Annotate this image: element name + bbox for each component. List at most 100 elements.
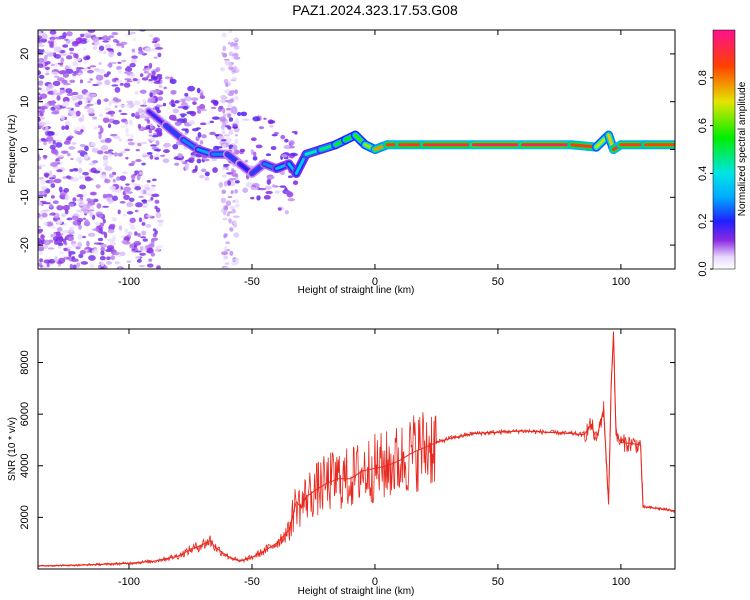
noise-blob [87, 108, 95, 115]
noise-blob [50, 63, 56, 67]
noise-blob [43, 172, 50, 178]
noise-blob [250, 149, 254, 155]
noise-blob [228, 117, 234, 122]
noise-blob [242, 187, 249, 193]
noise-blob [69, 79, 76, 83]
noise-blob [46, 60, 51, 65]
noise-blob [148, 258, 153, 262]
noise-blob [250, 137, 257, 141]
noise-blob [157, 96, 164, 101]
noise-blob [38, 143, 41, 146]
noise-blob [231, 169, 237, 174]
noise-blob [86, 69, 94, 74]
noise-blob [148, 128, 153, 134]
noise-blob [138, 264, 146, 268]
noise-blob [38, 74, 45, 79]
noise-blob [55, 139, 63, 143]
noise-blob [201, 134, 207, 139]
noise-blob [43, 155, 47, 160]
noise-blob [71, 243, 77, 248]
noise-blob [228, 99, 234, 102]
noise-blob [38, 48, 43, 54]
noise-blob [152, 228, 157, 232]
y-axis-label: Frequency (Hz) [7, 115, 18, 184]
noise-blob [195, 136, 200, 142]
noise-blob [210, 99, 219, 104]
noise-blob [38, 57, 45, 63]
noise-blob [76, 217, 84, 223]
x-tick-label: -100 [118, 276, 140, 288]
noise-blob [89, 192, 97, 196]
noise-blob [39, 258, 43, 263]
noise-blob [52, 80, 61, 87]
x-tick-label: 50 [492, 276, 504, 288]
noise-blob [107, 153, 113, 158]
noise-blob [63, 187, 70, 193]
noise-blob [108, 100, 112, 107]
noise-blob [283, 190, 291, 194]
noise-blob [110, 255, 116, 261]
noise-blob [128, 162, 135, 167]
noise-blob [227, 103, 233, 109]
noise-blob [72, 72, 77, 77]
noise-blob [234, 95, 239, 101]
noise-blob [71, 40, 79, 47]
noise-blob [53, 42, 58, 49]
noise-blob [52, 139, 56, 145]
noise-blob [137, 233, 141, 237]
noise-blob [86, 209, 95, 212]
colorbar-tick-label: 0.4 [697, 166, 709, 181]
noise-blob [56, 77, 65, 82]
noise-blob [148, 134, 153, 137]
noise-blob [111, 31, 119, 36]
x-axis-ticks: -100 -50 0 50 100 [118, 30, 630, 288]
noise-blob [235, 199, 239, 204]
noise-blob [116, 176, 121, 181]
noise-blob [38, 96, 43, 101]
noise-blob [151, 134, 159, 138]
noise-blob [150, 240, 155, 247]
noise-blob [137, 123, 142, 129]
noise-blob [103, 98, 110, 102]
noise-blob [56, 154, 65, 158]
noise-blob [97, 213, 104, 218]
noise-blob [209, 131, 216, 136]
noise-blob [88, 254, 96, 261]
noise-blob [67, 153, 71, 157]
noise-blob [227, 41, 231, 45]
x-axis-label: Height of straight line (km) [298, 586, 415, 597]
noise-blob [63, 247, 68, 252]
noise-blob [153, 81, 161, 84]
noise-blob [250, 186, 256, 191]
noise-blob [119, 251, 126, 257]
noise-blob [86, 240, 90, 247]
noise-blob [184, 132, 188, 135]
colorbar: 0.0 0.2 0.4 0.6 0.8 Normalized spectral ampl… [697, 29, 748, 277]
y-tick-label: 10 [19, 96, 31, 108]
noise-blob [92, 228, 100, 231]
noise-blob [38, 63, 44, 68]
noise-blob [43, 139, 49, 143]
snr-series-line [38, 331, 675, 568]
noise-blob [84, 219, 89, 224]
noise-blob [221, 52, 225, 56]
y-tick-label: 6000 [19, 402, 31, 426]
noise-blob [222, 166, 226, 171]
noise-blob [245, 182, 254, 188]
noise-blob [141, 162, 146, 166]
noise-blob [112, 119, 120, 125]
noise-blob [177, 152, 183, 159]
noise-blob [61, 229, 70, 234]
noise-blob [39, 179, 46, 185]
noise-blob [108, 35, 115, 39]
noise-blob [140, 236, 147, 239]
noise-blob [221, 251, 229, 256]
noise-blob [162, 102, 167, 107]
noise-blob [104, 43, 112, 49]
noise-blob [141, 99, 146, 102]
noise-blob [107, 62, 113, 68]
noise-blob [38, 37, 41, 43]
noise-blob [48, 141, 52, 144]
noise-blob [234, 180, 240, 184]
noise-blob [61, 213, 67, 218]
